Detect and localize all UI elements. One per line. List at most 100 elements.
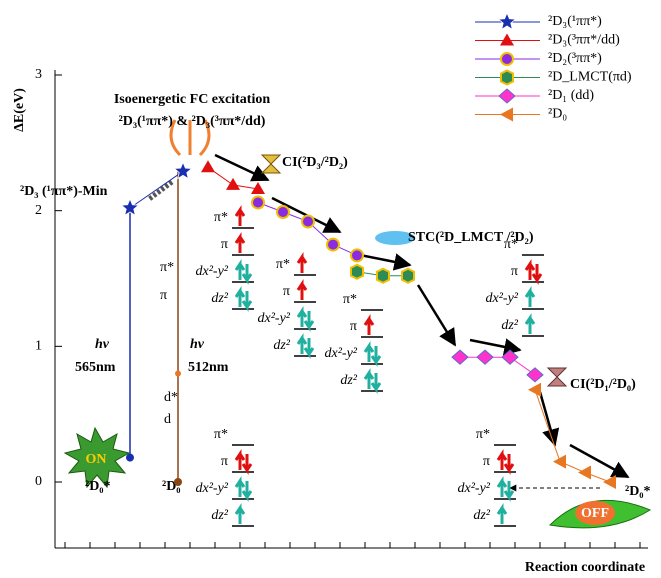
ground-point: [126, 454, 134, 462]
electron: [243, 454, 251, 470]
orbital-label: π*: [343, 292, 357, 307]
electron: [372, 373, 380, 389]
electron: [236, 237, 244, 253]
orbital-label: π: [511, 264, 518, 279]
electron: [298, 311, 306, 327]
legend-marker: [501, 53, 513, 65]
orbital-label: π*: [276, 257, 290, 272]
orbital-label: dx²-y²: [325, 346, 358, 361]
ci-icon: [262, 155, 280, 173]
electron: [365, 373, 373, 389]
annotation: 512nm: [188, 360, 229, 375]
annotation: π*: [160, 260, 174, 275]
electron: [298, 257, 306, 273]
series-line: [460, 357, 535, 375]
annotation: 565nm: [75, 360, 116, 375]
data-point: [502, 350, 518, 364]
orbital-label: π*: [214, 210, 228, 225]
data-point: [528, 383, 541, 397]
electron: [498, 454, 506, 470]
data-point: [452, 350, 468, 364]
orbital-label: dz²: [273, 338, 290, 353]
orbital-label: dz²: [501, 318, 518, 333]
electron: [243, 291, 251, 307]
orbital-label: π: [283, 284, 290, 299]
data-point: [351, 249, 363, 261]
data-point: [578, 466, 591, 480]
series-line: [130, 171, 183, 208]
annotation: d: [164, 412, 171, 427]
data-point: [477, 350, 493, 364]
annotation: ²D₃(¹ππ*) & ²D₃(³ππ*/dd): [119, 114, 266, 129]
y-tick-label: 1: [35, 339, 42, 354]
electron: [505, 454, 513, 470]
data-point: [252, 197, 264, 209]
electron: [498, 481, 506, 497]
data-point: [302, 216, 314, 228]
orbital-label: dz²: [473, 508, 490, 523]
series-line: [258, 203, 357, 256]
electron: [236, 291, 244, 307]
legend-label: ²D₂(³ππ*): [548, 51, 602, 66]
electron: [236, 264, 244, 280]
legend-label: ²D₃(³ππ*/dd): [548, 33, 620, 48]
orbital-label: π: [221, 454, 228, 469]
orbital-label: dx²-y²: [258, 311, 291, 326]
min-arrow: [148, 182, 172, 200]
orbital-label: dz²: [211, 508, 228, 523]
annotation: Isoenergetic FC excitation: [114, 92, 270, 107]
electron: [305, 338, 313, 354]
orbital-label: π*: [214, 427, 228, 442]
annotation: CI(²D₃/²D₂): [282, 155, 348, 170]
orbital-label: π: [483, 454, 490, 469]
annotation: d*: [164, 390, 178, 405]
y-axis-label: ΔE(eV): [12, 88, 27, 132]
data-point: [201, 160, 215, 172]
annotation: ²D₀*: [85, 479, 111, 494]
legend-label: ²D₃(¹ππ*): [548, 14, 602, 29]
ci-icon: [548, 368, 566, 386]
x-axis-label: Reaction coordinate: [525, 560, 645, 575]
on-label: ON: [86, 452, 107, 467]
orbital-label: dz²: [340, 373, 357, 388]
series-line: [535, 390, 610, 482]
orbital-label: π: [350, 319, 357, 334]
electron: [365, 319, 373, 335]
annotation: hν: [190, 337, 205, 352]
legend-marker: [498, 13, 515, 29]
data-point: [377, 269, 389, 283]
orbital-label: π*: [476, 427, 490, 442]
legend-label: ²D₀: [548, 107, 567, 122]
electron: [365, 346, 373, 362]
annotation: π: [160, 288, 167, 303]
mid-point: [175, 370, 181, 376]
electron: [526, 291, 534, 307]
legend-label: ²D₁ (dd): [548, 88, 594, 103]
orbital-label: dx²-y²: [486, 291, 519, 306]
orbital-label: dx²-y²: [458, 481, 491, 496]
electron: [298, 284, 306, 300]
electron: [305, 311, 313, 327]
orbital-label: dx²-y²: [196, 264, 229, 279]
annotation: CI(²D₁/²D₀): [570, 377, 636, 392]
data-point: [277, 206, 289, 218]
electron: [526, 264, 534, 280]
data-point: [327, 239, 339, 251]
annotation: ²D₀*: [625, 484, 651, 499]
annotation: hν: [95, 337, 110, 352]
ground-point: [174, 478, 182, 486]
legend-marker: [501, 71, 513, 85]
off-label: OFF: [581, 506, 609, 521]
orbital-label: dz²: [211, 291, 228, 306]
data-point: [603, 475, 616, 489]
y-tick-label: 0: [35, 474, 42, 489]
electron: [243, 481, 251, 497]
data-point: [174, 162, 191, 178]
orbital-label: π: [221, 237, 228, 252]
legend-marker: [500, 108, 513, 122]
data-point: [226, 178, 240, 190]
electron: [533, 264, 541, 280]
electron: [236, 454, 244, 470]
orbital-label: dx²-y²: [196, 481, 229, 496]
legend-marker: [500, 34, 514, 46]
